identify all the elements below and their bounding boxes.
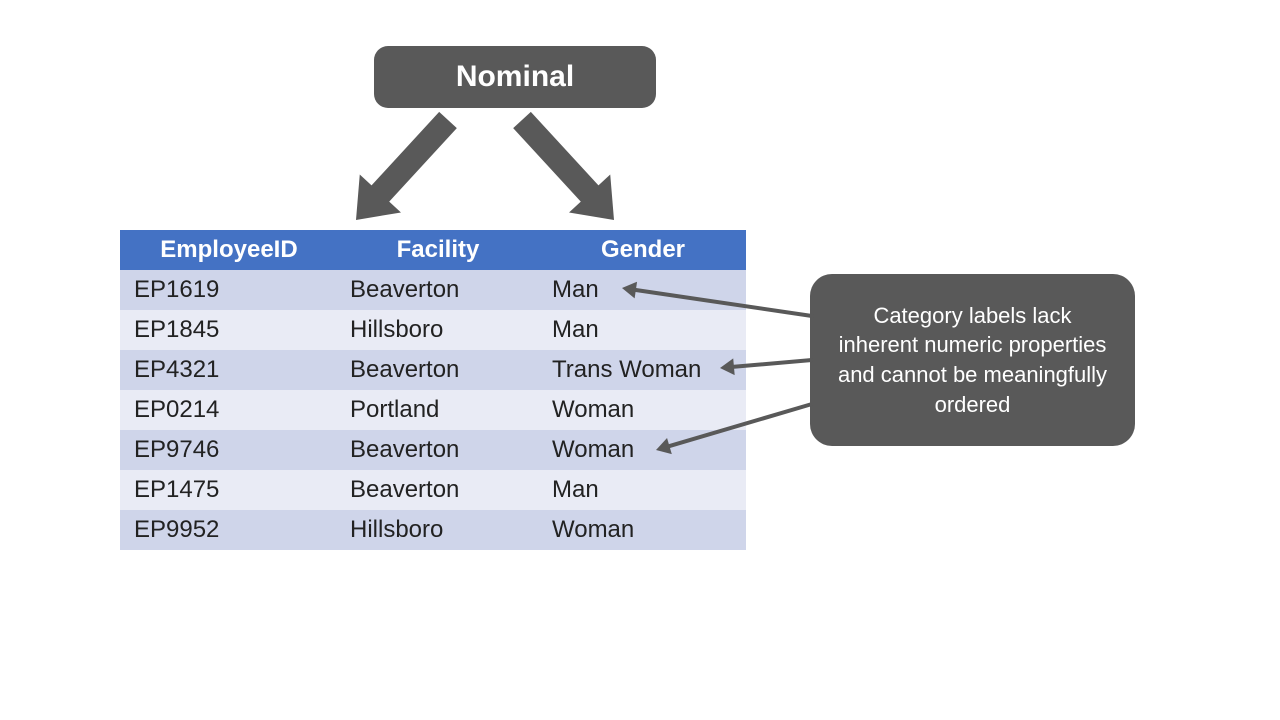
table-cell: Beaverton bbox=[336, 430, 538, 470]
diagram-stage: Nominal EmployeeID Facility Gender EP161… bbox=[0, 0, 1280, 720]
employee-table: EmployeeID Facility Gender EP1619Beavert… bbox=[120, 230, 746, 550]
table-body: EP1619BeavertonManEP1845HillsboroManEP43… bbox=[120, 270, 746, 550]
table-cell: EP1619 bbox=[120, 270, 336, 310]
table-cell: EP9952 bbox=[120, 510, 336, 550]
table-cell: Beaverton bbox=[336, 350, 538, 390]
table-cell: Man bbox=[538, 310, 746, 350]
table-row: EP1845HillsboroMan bbox=[120, 310, 746, 350]
table-row: EP4321BeavertonTrans Woman bbox=[120, 350, 746, 390]
table-header: EmployeeID Facility Gender bbox=[120, 230, 746, 270]
col-facility: Facility bbox=[336, 230, 538, 270]
table-cell: EP4321 bbox=[120, 350, 336, 390]
table-cell: Woman bbox=[538, 430, 746, 470]
table-cell: Beaverton bbox=[336, 470, 538, 510]
col-employeeid: EmployeeID bbox=[120, 230, 336, 270]
table-cell: Man bbox=[538, 270, 746, 310]
table-cell: Man bbox=[538, 470, 746, 510]
big-arrow-icon bbox=[356, 112, 457, 220]
definition-callout-text: Category labels lack inherent numeric pr… bbox=[832, 301, 1113, 420]
table-cell: Woman bbox=[538, 510, 746, 550]
table-cell: Woman bbox=[538, 390, 746, 430]
table-row: EP1475BeavertonMan bbox=[120, 470, 746, 510]
table-row: EP9952HillsboroWoman bbox=[120, 510, 746, 550]
table-cell: Beaverton bbox=[336, 270, 538, 310]
table-cell: Hillsboro bbox=[336, 310, 538, 350]
col-gender: Gender bbox=[538, 230, 746, 270]
table-cell: Hillsboro bbox=[336, 510, 538, 550]
table-cell: Trans Woman bbox=[538, 350, 746, 390]
table-cell: EP0214 bbox=[120, 390, 336, 430]
table-row: EP9746BeavertonWoman bbox=[120, 430, 746, 470]
definition-callout: Category labels lack inherent numeric pr… bbox=[810, 274, 1135, 446]
table-row: EP0214PortlandWoman bbox=[120, 390, 746, 430]
table-row: EP1619BeavertonMan bbox=[120, 270, 746, 310]
table-cell: EP1845 bbox=[120, 310, 336, 350]
big-arrow-icon bbox=[513, 112, 614, 220]
nominal-title-box: Nominal bbox=[374, 46, 656, 108]
nominal-title-text: Nominal bbox=[456, 60, 574, 93]
table-cell: EP1475 bbox=[120, 470, 336, 510]
table-cell: EP9746 bbox=[120, 430, 336, 470]
table-cell: Portland bbox=[336, 390, 538, 430]
